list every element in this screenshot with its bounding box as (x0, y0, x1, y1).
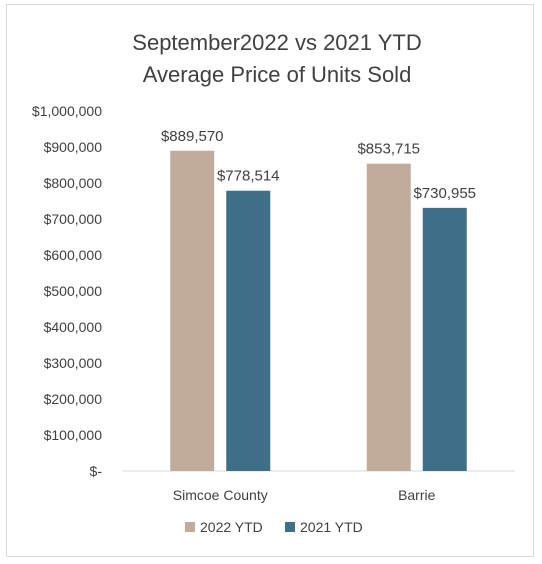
data-label: $889,570 (161, 128, 224, 145)
legend: 2022 YTD 2021 YTD (185, 519, 363, 535)
data-label: $730,955 (413, 185, 476, 202)
y-axis-ticks: $- $100,000 $200,000 $300,000 $400,000 $500,0… (32, 103, 102, 479)
category-labels-group: Simcoe County Barrie (173, 487, 436, 503)
chart-title-line-2: Average Price of Units Sold (143, 62, 412, 87)
y-tick-label: $500,000 (44, 283, 103, 299)
bar-series-1 (366, 163, 411, 471)
legend-swatch (185, 522, 195, 532)
bar-series-2 (226, 190, 271, 471)
data-labels-group: $889,570 $778,514 $853,715 $730,955 (161, 128, 476, 202)
chart-title-line-1: September2022 vs 2021 YTD (132, 30, 421, 55)
legend-label: 2022 YTD (200, 519, 263, 535)
y-tick-label: $200,000 (44, 391, 103, 407)
bars-group (170, 150, 467, 471)
y-tick-label: $400,000 (44, 319, 103, 335)
chart-svg: September2022 vs 2021 YTD Average Price … (32, 30, 515, 535)
y-tick-label: $100,000 (44, 427, 103, 443)
bar-series-2 (422, 207, 467, 471)
legend-label: 2021 YTD (300, 519, 363, 535)
y-tick-label: $- (90, 463, 103, 479)
x-category-label: Simcoe County (173, 487, 268, 503)
y-tick-label: $600,000 (44, 247, 103, 263)
y-tick-label: $900,000 (44, 139, 103, 155)
y-tick-label: $1,000,000 (32, 103, 102, 119)
legend-swatch (285, 522, 295, 532)
y-tick-label: $700,000 (44, 211, 103, 227)
chart-frame: September2022 vs 2021 YTD Average Price … (6, 4, 534, 557)
data-label: $853,715 (357, 141, 420, 158)
bar-series-1 (170, 150, 215, 471)
y-tick-label: $800,000 (44, 175, 103, 191)
x-category-label: Barrie (398, 487, 436, 503)
data-label: $778,514 (217, 168, 280, 185)
y-tick-label: $300,000 (44, 355, 103, 371)
